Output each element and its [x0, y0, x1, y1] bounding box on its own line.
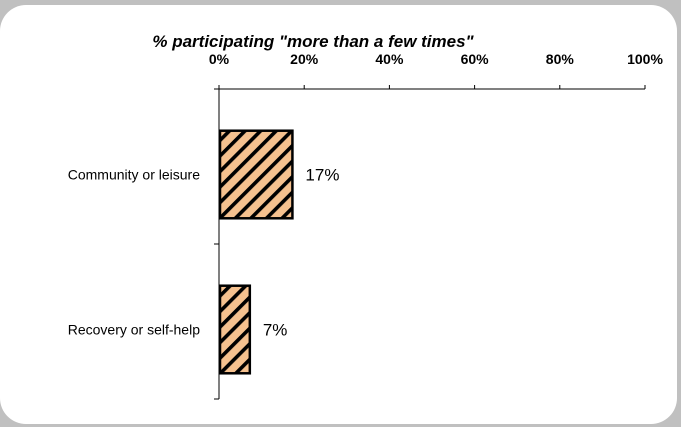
- x-tick-label: 20%: [290, 51, 319, 67]
- value-label: 17%: [305, 166, 339, 185]
- bar: [218, 129, 294, 220]
- value-label: 7%: [263, 321, 288, 340]
- chart-title: % participating "more than a few times": [152, 32, 474, 51]
- x-tick-label: 0%: [209, 51, 230, 67]
- chart-panel: [0, 5, 677, 424]
- category-label: Recovery or self-help: [68, 322, 200, 338]
- x-tick-label: 60%: [461, 51, 490, 67]
- x-tick-label: 80%: [546, 51, 575, 67]
- bar: [218, 284, 252, 375]
- category-label: Community or leisure: [68, 167, 200, 183]
- x-tick-label: 100%: [627, 51, 663, 67]
- x-tick-label: 40%: [375, 51, 404, 67]
